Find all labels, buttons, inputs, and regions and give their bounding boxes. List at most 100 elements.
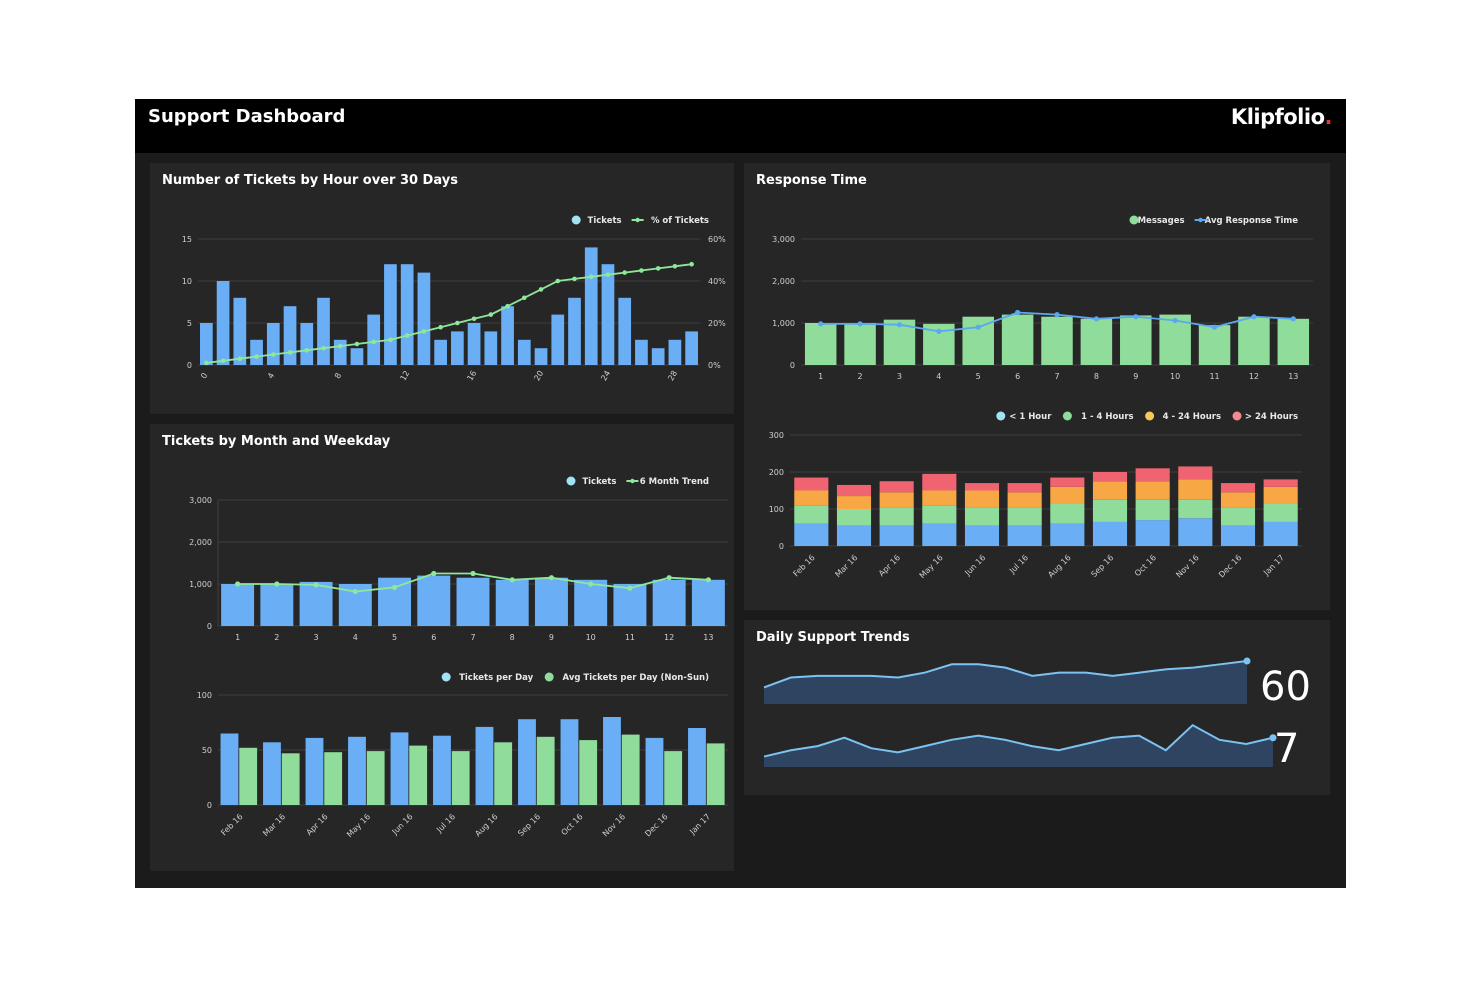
pct-point — [371, 339, 376, 345]
bar-tickets — [613, 584, 647, 626]
pct-point — [421, 329, 427, 334]
bar-tickets — [283, 306, 297, 365]
bar-tickets — [534, 577, 568, 626]
bar-messages — [1120, 315, 1152, 365]
stacked-bar-segment — [1220, 507, 1256, 526]
x-tick-label: 2 — [858, 372, 863, 381]
x-tick-label: 12 — [664, 633, 674, 642]
trend-point — [274, 581, 280, 587]
x-tick-label: Nov 16 — [1174, 553, 1200, 579]
stacked-bar-segment — [1220, 483, 1256, 493]
y-tick-label: 5 — [187, 319, 192, 328]
stacked-bar-segment — [1263, 486, 1298, 504]
panel-title: Daily Support Trends — [756, 630, 910, 645]
x-tick-label: 9 — [549, 633, 554, 642]
pct-point — [271, 352, 276, 357]
legend-dot-icon — [566, 476, 576, 486]
trend-point — [352, 588, 358, 595]
panel-response-time: Response Time 0 1,000 2,000 3,000 1 2 3 4 5 6 7 8 9 1… — [744, 163, 1330, 610]
stacked-bar-segment — [879, 492, 914, 508]
avg-response-point — [818, 321, 824, 327]
bar-tickets-per-day — [305, 737, 324, 805]
legend-marker-icon — [635, 217, 640, 223]
bar-messages — [1238, 316, 1270, 365]
x-tick-label: 12 — [1249, 372, 1259, 381]
stacked-bar-segment — [836, 496, 872, 509]
bar-avg-tickets — [706, 743, 725, 805]
pct-point — [505, 303, 510, 309]
stacked-bar-segment — [922, 523, 957, 546]
bar-tickets — [467, 323, 481, 365]
legend-dot-icon — [544, 672, 554, 682]
pct-point — [622, 270, 627, 275]
y2-tick-label: 0% — [708, 361, 721, 370]
y-tick-label: 1,000 — [772, 319, 795, 328]
dashboard: Support Dashboard Klipfolio. Number of T… — [135, 99, 1346, 888]
bar-tickets — [456, 577, 490, 626]
stacked-bar-segment — [794, 490, 829, 506]
pct-point — [254, 354, 259, 359]
bar-tickets — [484, 331, 498, 365]
y-tick-label: 1,000 — [189, 580, 212, 589]
stacked-bar-segment — [1007, 525, 1042, 546]
stacked-bar-segment — [1050, 486, 1085, 504]
bar-messages — [1198, 325, 1231, 365]
bar-tickets — [233, 297, 247, 365]
y2-tick-label: 60% — [708, 235, 726, 244]
x-tick-label: Jul 16 — [434, 812, 457, 835]
avg-response-point — [975, 324, 981, 330]
x-tick-label: 9 — [1133, 372, 1138, 381]
bar-tickets — [501, 306, 514, 365]
bar-avg-tickets — [324, 752, 343, 805]
legend-label: Tickets — [582, 477, 616, 487]
trend-point — [588, 581, 594, 587]
pct-point — [605, 272, 611, 277]
x-tick-label: Feb 16 — [791, 553, 816, 578]
bar-tickets — [601, 264, 615, 365]
bar-tickets — [618, 297, 632, 365]
x-tick-label: 7 — [470, 633, 475, 642]
legend-dot-icon — [1145, 411, 1155, 421]
page-title: Support Dashboard — [148, 106, 346, 127]
trend-point — [666, 575, 672, 581]
stacked-bar-segment — [836, 525, 872, 546]
bar-tickets-per-day — [475, 726, 494, 805]
bar-tickets — [691, 579, 725, 626]
trend-point — [705, 577, 711, 583]
y-tick-label: 0 — [207, 622, 212, 631]
x-tick-label: Mar 16 — [261, 812, 287, 838]
pct-point — [404, 333, 410, 338]
y-tick-label: 100 — [769, 505, 784, 514]
stacked-bar-segment — [1050, 503, 1085, 524]
stacked-bar-segment — [1092, 499, 1128, 522]
stacked-bar-segment — [836, 509, 872, 526]
trend-2-endpoint — [1269, 734, 1277, 742]
stacked-bar-segment — [922, 505, 957, 524]
x-tick-label: 4 — [353, 633, 358, 642]
trend-point — [313, 582, 319, 588]
bar-messages — [1080, 318, 1113, 365]
legend-dot-icon — [571, 215, 581, 225]
pct-point — [304, 348, 310, 353]
x-tick-label: Jan 17 — [687, 812, 712, 837]
x-tick-label: Jul 16 — [1007, 553, 1030, 576]
stacked-bar-segment — [879, 481, 914, 493]
kpi-value-2: 7 — [1274, 726, 1300, 772]
brand-logo[interactable]: Klipfolio. — [1231, 105, 1333, 129]
stacked-bar-segment — [964, 490, 1000, 508]
avg-response-point — [896, 322, 903, 328]
trend-1-line — [763, 660, 1248, 689]
legend-label: 4 - 24 Hours — [1163, 412, 1221, 422]
bar-tickets — [551, 314, 565, 365]
pct-point — [488, 312, 494, 317]
x-tick-label: Feb 16 — [219, 812, 244, 837]
bar-tickets — [451, 331, 464, 365]
x-tick-label: 8 — [333, 371, 343, 380]
stacked-bar-segment — [1263, 479, 1298, 487]
x-tick-label: 6 — [431, 633, 436, 642]
y2-tick-label: 40% — [708, 277, 726, 286]
bar-tickets — [534, 348, 548, 365]
legend-label: % of Tickets — [651, 216, 709, 226]
bar-tickets — [651, 348, 665, 365]
